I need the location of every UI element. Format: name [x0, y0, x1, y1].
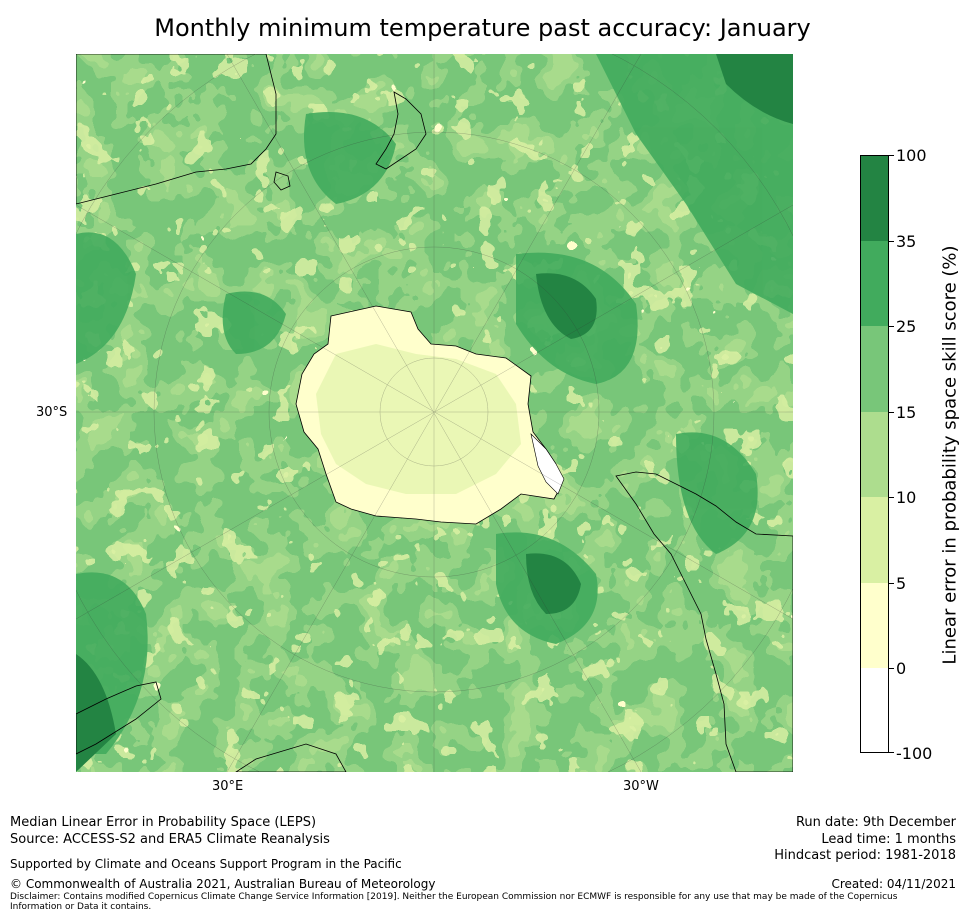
tasmania-coast	[273, 171, 291, 191]
colorbar-tick	[889, 668, 894, 669]
colorbar-bin-35-100	[860, 155, 889, 241]
colorbar-tick-label: 35	[896, 232, 917, 251]
colorbar-tick	[889, 497, 894, 498]
colorbar-tick	[889, 583, 894, 584]
colorbar-bin-15-25	[860, 326, 889, 412]
colorbar-tick-label: 10	[896, 488, 917, 507]
footer-copyright: © Commonwealth of Australia 2021, Austra…	[10, 877, 436, 891]
colorbar-tick-label: 25	[896, 317, 917, 336]
colorbar-tick	[889, 412, 894, 413]
colorbar-tick-label: 5	[896, 574, 907, 593]
colorbar-bin-0-5	[860, 583, 889, 668]
footer-disclaimer: Disclaimer: Contains modified Copernicus…	[10, 892, 898, 912]
lon-label-30e: 30°E	[212, 779, 244, 794]
new-zealand-coast	[375, 91, 427, 170]
antarctic-peninsula	[530, 433, 565, 495]
lon-label-30w: 30°W	[623, 779, 659, 794]
colorbar-tick	[889, 326, 894, 327]
colorbar-tick-label: 15	[896, 403, 917, 422]
run-date: Run date: 9th December	[795, 815, 956, 830]
australia-coast	[76, 54, 277, 205]
africa-coast-south	[235, 743, 347, 772]
colorbar-tick-label: 100	[896, 146, 927, 165]
graticule	[76, 54, 793, 772]
footer-source: Source: ACCESS-S2 and ERA5 Climate Reana…	[10, 832, 330, 847]
africa-coast	[76, 681, 162, 755]
hindcast-period: Hindcast period: 1981-2018	[774, 848, 956, 863]
colorbar-bin-25-35	[860, 241, 889, 326]
colorbar-tick-label: -100	[896, 744, 933, 763]
antarctica-interior-shading	[316, 344, 521, 494]
chart-title: Monthly minimum temperature past accurac…	[154, 14, 811, 42]
colorbar-bin-5-10	[860, 497, 889, 583]
lead-time: Lead time: 1 months	[821, 832, 956, 847]
footer-method: Median Linear Error in Probability Space…	[10, 815, 317, 830]
south-america-coast	[615, 471, 793, 772]
very-high-skill-regions	[76, 54, 793, 772]
lat-label-30s: 30°S	[36, 405, 68, 420]
footer-support: Supported by Climate and Oceans Support …	[10, 857, 402, 871]
colorbar-title: Linear error in probability space skill …	[939, 245, 961, 665]
polar-skill-map	[76, 54, 793, 772]
created-date: Created: 04/11/2021	[831, 877, 956, 891]
colorbar-tick	[889, 241, 894, 242]
colorbar	[860, 155, 889, 753]
colorbar-tick	[889, 752, 894, 753]
colorbar-bin-neg100-0	[860, 668, 889, 753]
colorbar-bin-10-15	[860, 412, 889, 497]
colorbar-tick	[889, 155, 894, 156]
colorbar-tick-label: 0	[896, 659, 907, 678]
